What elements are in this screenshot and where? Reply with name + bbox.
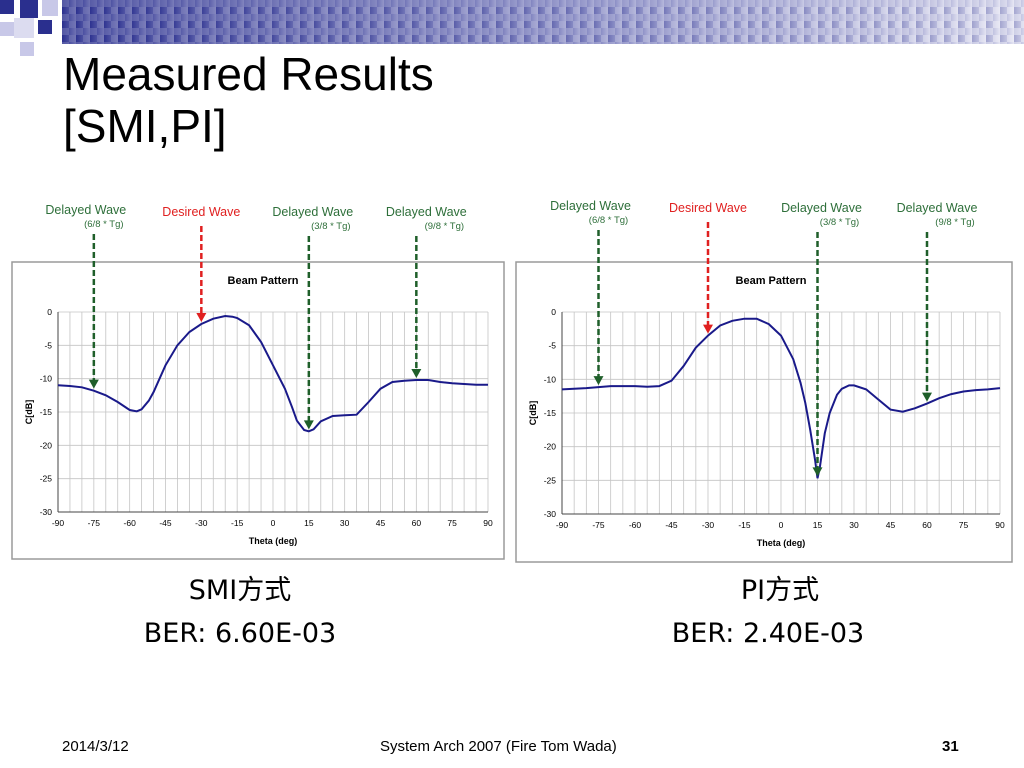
delayed-wave-label: Delayed Wave	[386, 205, 467, 219]
arrow-head	[703, 324, 713, 334]
x-tick-label: -30	[702, 520, 715, 530]
delayed-wave-label: Delayed Wave	[550, 199, 631, 213]
y-tick-label: 0	[47, 307, 52, 317]
x-tick-label: -30	[195, 518, 208, 528]
x-tick-label: 30	[340, 518, 350, 528]
x-tick-label: 90	[995, 520, 1005, 530]
delayed-wave-label: Delayed Wave	[897, 201, 978, 215]
x-axis-label: Theta (deg)	[249, 536, 298, 546]
y-axis-label: C[dB]	[528, 401, 538, 426]
delayed-wave-label: Delayed Wave	[272, 205, 353, 219]
x-tick-label: -60	[629, 520, 642, 530]
header-gradient-bar	[62, 0, 1024, 44]
x-tick-label: 0	[779, 520, 784, 530]
arrow-head	[411, 369, 422, 378]
arrow-head	[196, 313, 207, 322]
footer-date: 2014/3/12	[62, 738, 129, 755]
x-tick-label: -15	[738, 520, 751, 530]
x-tick-label: 60	[922, 520, 932, 530]
x-tick-label: 90	[483, 518, 493, 528]
x-tick-label: 75	[959, 520, 969, 530]
title-line-1: Measured Results	[63, 48, 434, 100]
corner-decoration	[0, 0, 62, 62]
x-tick-label: -75	[88, 518, 101, 528]
arrow-head	[593, 376, 604, 386]
x-tick-label: -90	[556, 520, 569, 530]
beam-pattern-series-line	[57, 314, 488, 433]
footer-center-text: System Arch 2007 (Fire Tom Wada)	[380, 738, 617, 755]
arrow-head	[303, 420, 314, 430]
x-tick-label: -15	[231, 518, 244, 528]
arrow-head	[922, 392, 932, 402]
pi-beam-pattern-figure: Beam Pattern -90 -75 -60 -45 -30 -15 0 15 30 45 60 7…	[512, 196, 1016, 566]
y-tick-label: 0	[551, 307, 556, 317]
delayed-wave-label: Delayed Wave	[781, 201, 862, 215]
title-line-2: [SMI,PI]	[63, 100, 227, 152]
y-tick-label: -25	[544, 475, 557, 485]
y-tick-label: -5	[548, 341, 556, 351]
x-tick-label: -60	[124, 518, 137, 528]
delayed-wave-sublabel: (3/8 * Tg)	[311, 221, 350, 232]
smi-ber-caption: BER: 6.60E-03	[143, 618, 337, 649]
delayed-wave-sublabel: (6/8 * Tg)	[84, 219, 123, 230]
y-tick-label: -15	[544, 408, 557, 418]
delayed-wave-label: Delayed Wave	[45, 203, 126, 217]
x-axis-label: Theta (deg)	[757, 538, 806, 548]
arrow-head	[88, 379, 99, 389]
smi-beam-pattern-figure: Beam Pattern -90 -75 -60 -45 -30 -15 0 15 30 45 60 7…	[8, 196, 508, 566]
x-tick-label: 60	[412, 518, 422, 528]
x-tick-label: 45	[886, 520, 896, 530]
y-tick-label: -15	[40, 407, 53, 417]
y-tick-label: -10	[544, 374, 557, 384]
delayed-wave-sublabel: (9/8 * Tg)	[935, 217, 974, 228]
x-tick-label: -90	[52, 518, 65, 528]
x-tick-label: -45	[159, 518, 172, 528]
y-tick-label: -30	[40, 507, 53, 517]
chart-frame	[11, 261, 505, 560]
arrow-head	[812, 467, 823, 477]
x-tick-label: 15	[304, 518, 314, 528]
delayed-wave-sublabel: (6/8 * Tg)	[589, 215, 628, 226]
y-tick-label: -25	[40, 474, 53, 484]
pi-beam-pattern-chart: Beam Pattern -90 -75 -60 -45 -30 -15 0 15 30 45 60 7…	[515, 199, 1013, 563]
x-tick-label: -45	[665, 520, 678, 530]
x-tick-label: 0	[271, 518, 276, 528]
smi-method-caption: SMI方式	[188, 575, 292, 606]
chart-frame	[515, 261, 1013, 563]
y-tick-label: -20	[40, 440, 53, 450]
x-tick-label: 75	[447, 518, 457, 528]
y-tick-label: -5	[44, 340, 52, 350]
x-tick-label: 15	[813, 520, 823, 530]
pi-ber-caption: BER: 2.40E-03	[671, 618, 865, 649]
x-tick-label: 45	[376, 518, 386, 528]
chart-title: Beam Pattern	[228, 275, 299, 287]
x-tick-label: 30	[849, 520, 859, 530]
desired-wave-label: Desired Wave	[669, 201, 747, 215]
y-tick-label: -30	[544, 509, 557, 519]
pi-method-caption: PI方式	[740, 575, 820, 606]
slide-title: Measured Results [SMI,PI]	[63, 48, 434, 152]
beam-pattern-series-line	[561, 317, 1001, 479]
chart-title: Beam Pattern	[736, 275, 807, 287]
delayed-wave-sublabel: (3/8 * Tg)	[820, 217, 859, 228]
y-tick-label: -20	[544, 442, 557, 452]
x-tick-label: -75	[592, 520, 605, 530]
delayed-wave-sublabel: (9/8 * Tg)	[425, 221, 464, 232]
smi-beam-pattern-chart: Beam Pattern -90 -75 -60 -45 -30 -15 0 15 30 45 60 7…	[11, 203, 505, 560]
y-tick-label: -10	[40, 374, 53, 384]
page-number: 31	[942, 738, 959, 755]
desired-wave-label: Desired Wave	[162, 205, 240, 219]
y-axis-label: C[dB]	[24, 400, 34, 425]
